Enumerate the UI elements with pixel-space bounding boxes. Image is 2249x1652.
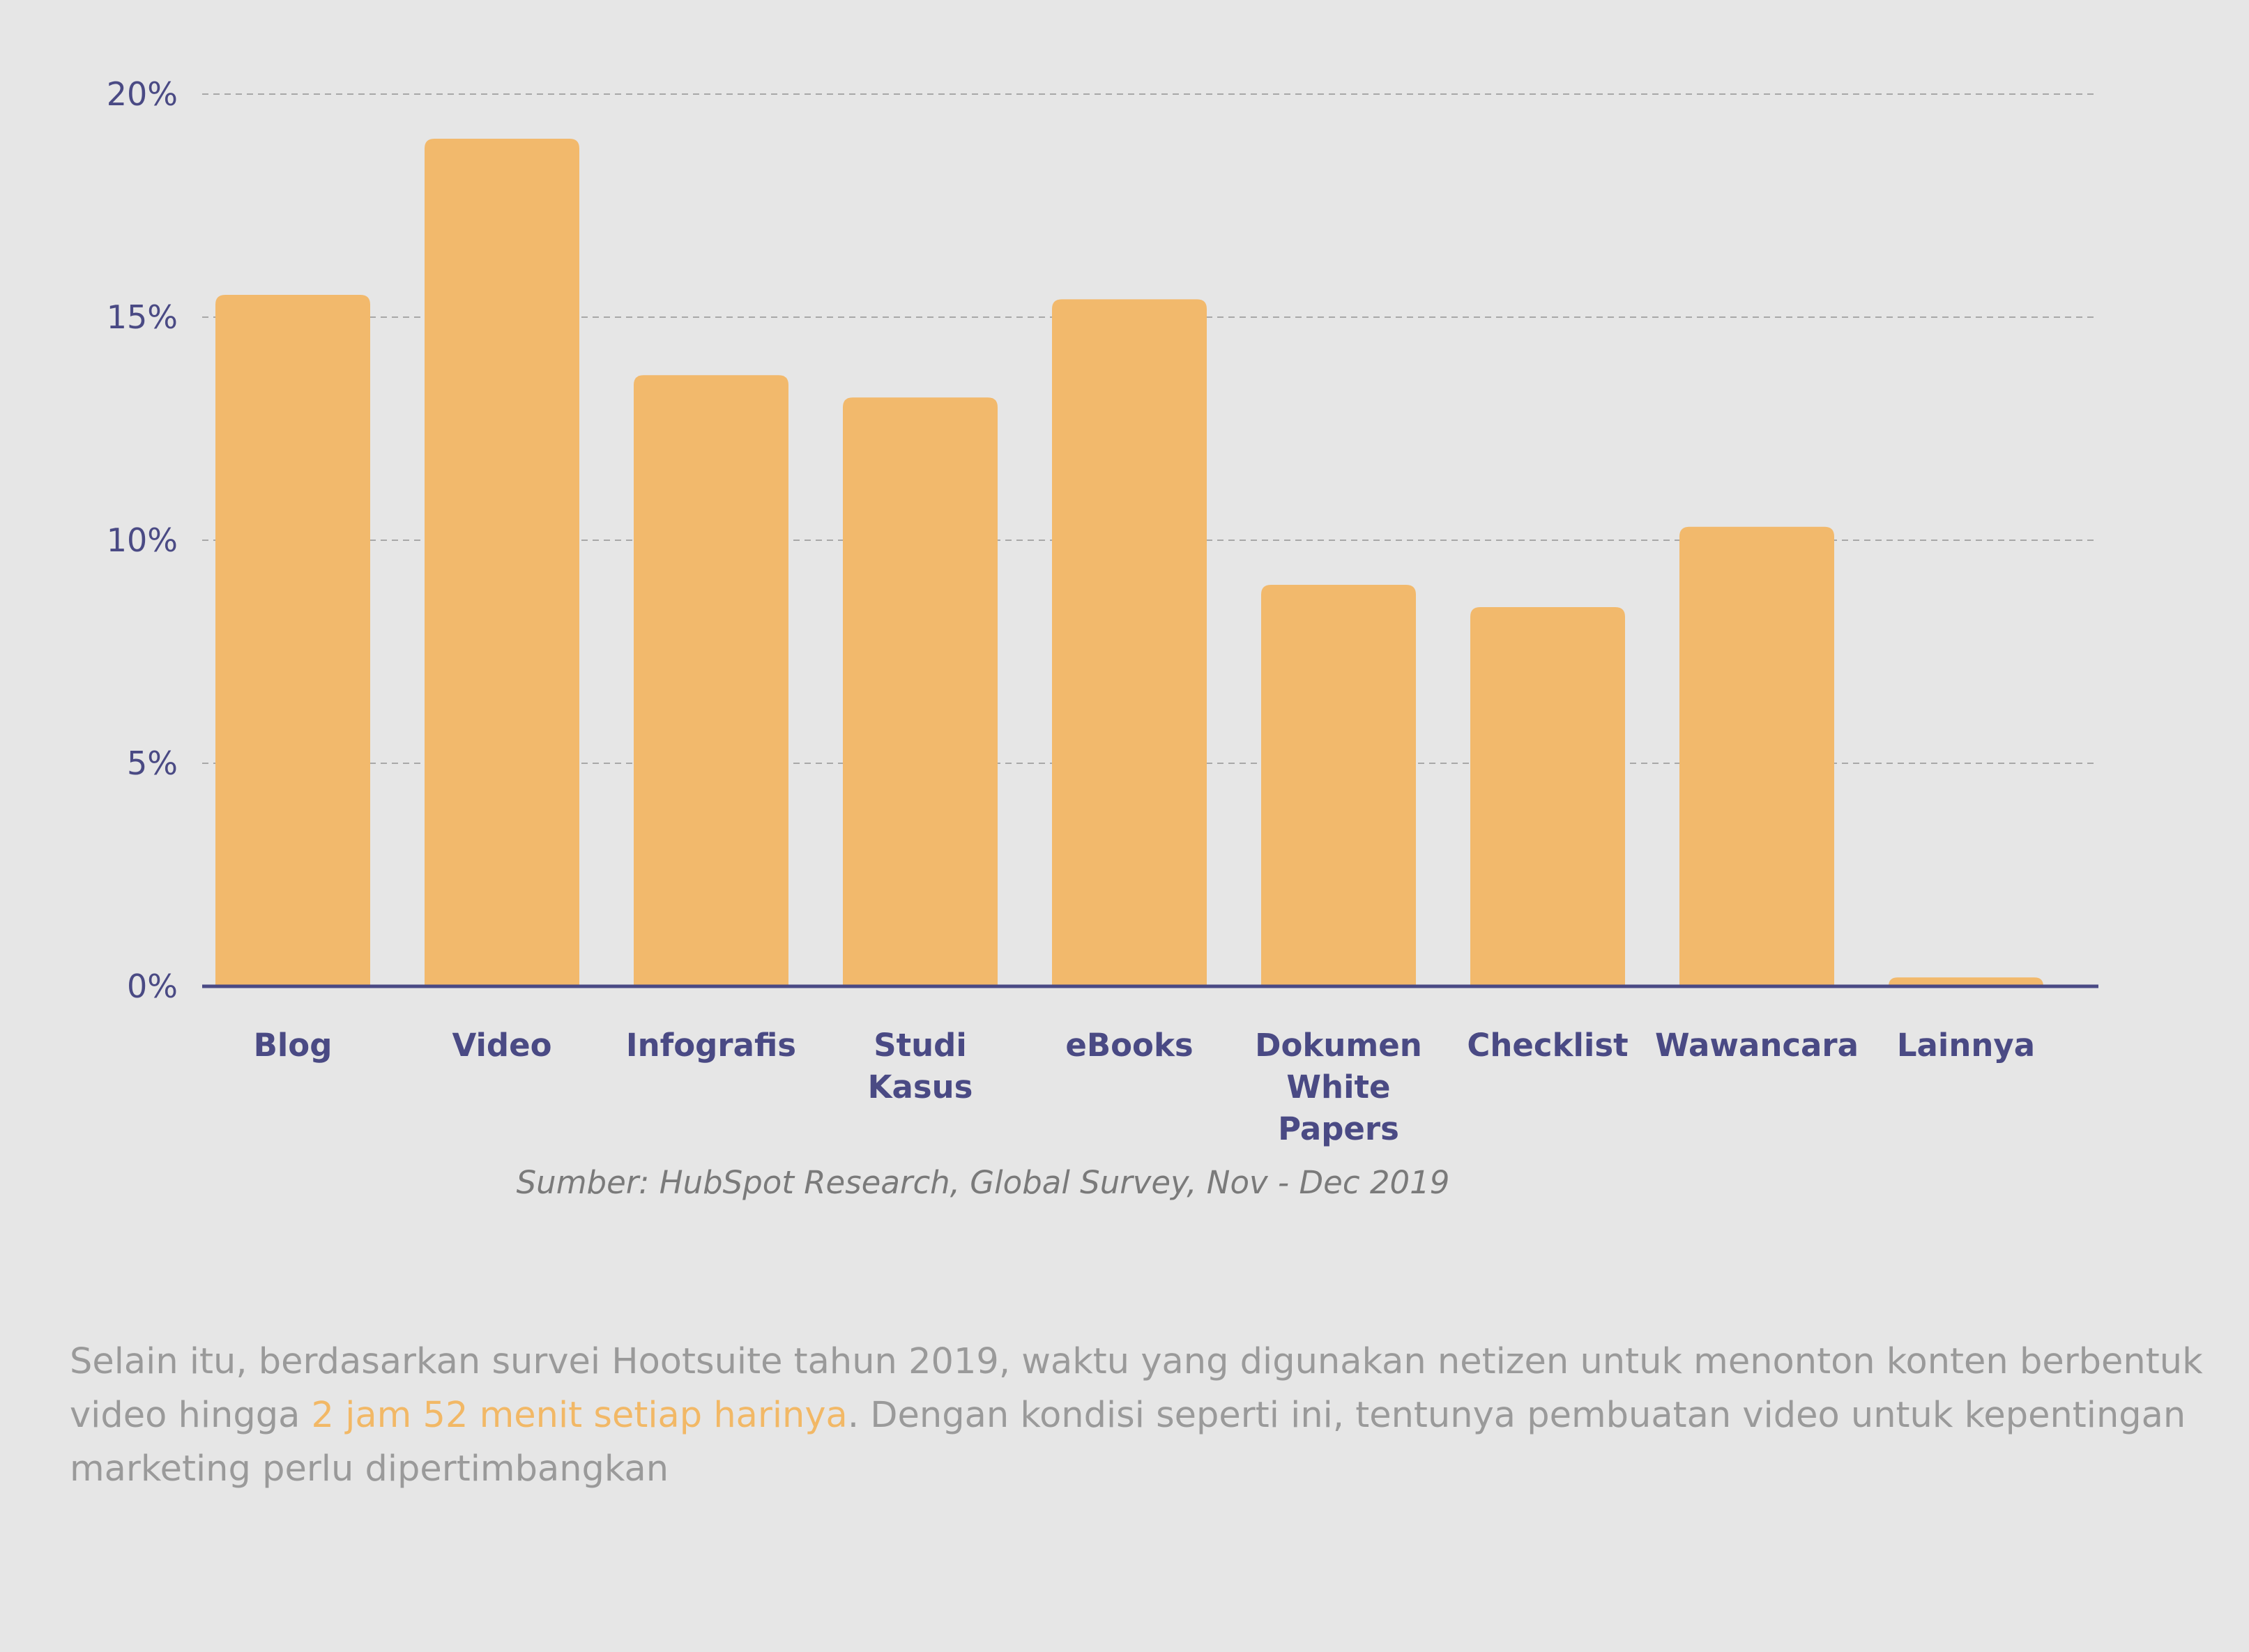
y-tick-label: 10% xyxy=(107,521,178,559)
paragraph-highlight: 2 jam 52 menit setiap harinya xyxy=(311,1395,848,1436)
x-category-label: Checklist xyxy=(1467,1027,1628,1064)
bar xyxy=(1679,526,1834,986)
y-tick-label: 20% xyxy=(107,75,178,113)
bar xyxy=(1261,585,1416,986)
y-tick-label: 15% xyxy=(107,298,178,336)
bar xyxy=(425,139,579,986)
x-category-labels: Blog Video Infografis Studi Kasus eBooks Dokum… xyxy=(254,1027,2036,1147)
x-category-label: eBooks xyxy=(1065,1027,1193,1064)
x-category-label: Lainnya xyxy=(1897,1027,2035,1064)
x-category-label: Wawancara xyxy=(1655,1027,1859,1064)
bar xyxy=(634,375,788,986)
body-paragraph: Selain itu, berdasarkan survei Hootsuite… xyxy=(70,1335,2203,1496)
bar xyxy=(1052,299,1207,986)
y-tick-label: 5% xyxy=(127,744,178,782)
x-category-label: Video xyxy=(452,1027,551,1064)
x-category-label: Dokumen White Papers xyxy=(1255,1027,1422,1147)
paragraph-text-after: . Dengan kondisi seperti ini, tentunya p… xyxy=(70,1395,2186,1490)
x-category-label: Blog xyxy=(254,1027,333,1064)
x-category-label: Studi Kasus xyxy=(868,1027,973,1106)
bars xyxy=(215,139,2043,986)
x-category-label: Infografis xyxy=(626,1027,796,1064)
bar-chart: 0% 5% 10% 15% 20% Blog Video Infografis Studi Ka… xyxy=(107,75,2098,1147)
y-tick-label: 0% xyxy=(127,968,178,1005)
paragraph-text-before: Selain itu, berdasarkan survei Hootsuite… xyxy=(70,1341,2203,1436)
y-tick-labels: 0% 5% 10% 15% 20% xyxy=(107,75,178,1005)
bar xyxy=(1889,977,2043,986)
bar xyxy=(1470,607,1625,986)
source-caption: Sumber: HubSpot Research, Global Survey,… xyxy=(516,1164,1450,1201)
bar xyxy=(215,295,370,986)
bar xyxy=(843,397,998,986)
